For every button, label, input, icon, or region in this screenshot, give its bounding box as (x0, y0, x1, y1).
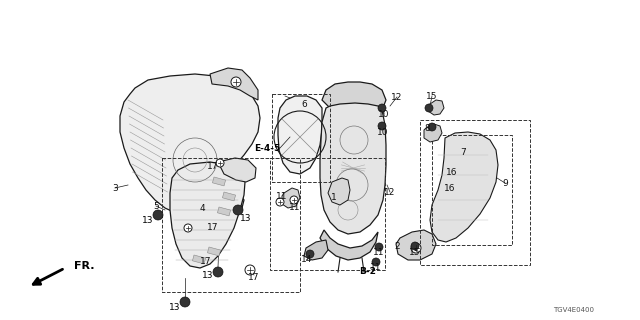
Bar (420, 120, 530, 265)
Text: 13: 13 (240, 213, 252, 222)
Text: 11: 11 (371, 263, 381, 273)
Polygon shape (218, 158, 256, 182)
Bar (207, 247, 221, 256)
Circle shape (184, 224, 192, 232)
Polygon shape (430, 132, 498, 242)
Circle shape (233, 205, 243, 215)
Text: 14: 14 (301, 255, 313, 265)
Text: FR.: FR. (74, 261, 95, 271)
Circle shape (180, 297, 190, 307)
Circle shape (378, 122, 386, 130)
Bar (218, 207, 230, 216)
Bar (193, 255, 205, 264)
Bar (212, 177, 225, 186)
Polygon shape (424, 124, 442, 142)
Bar (432, 135, 512, 245)
Circle shape (428, 123, 436, 131)
Circle shape (153, 210, 163, 220)
Text: 12: 12 (391, 92, 403, 101)
Text: 7: 7 (460, 148, 466, 156)
Text: 12: 12 (384, 188, 396, 196)
Circle shape (425, 104, 433, 112)
Circle shape (378, 104, 386, 112)
Text: 2: 2 (394, 242, 400, 251)
Text: 17: 17 (248, 273, 260, 282)
Polygon shape (428, 100, 444, 115)
Text: 5: 5 (153, 202, 159, 211)
Bar (272, 94, 330, 182)
Text: 17: 17 (200, 258, 212, 267)
Text: E-4-5: E-4-5 (254, 143, 280, 153)
Polygon shape (278, 96, 322, 174)
Circle shape (411, 243, 421, 253)
Circle shape (411, 242, 419, 250)
Polygon shape (328, 178, 350, 205)
Text: 6: 6 (301, 100, 307, 108)
Bar (162, 158, 300, 292)
Circle shape (306, 250, 314, 258)
Polygon shape (322, 82, 386, 116)
Text: TGV4E0400: TGV4E0400 (554, 307, 595, 313)
Circle shape (372, 258, 380, 266)
Polygon shape (396, 230, 436, 260)
Circle shape (276, 198, 284, 206)
Circle shape (375, 243, 383, 251)
Text: 17: 17 (207, 222, 219, 231)
Polygon shape (120, 74, 260, 220)
Circle shape (245, 265, 255, 275)
Text: 11: 11 (373, 247, 385, 257)
Text: 13: 13 (169, 303, 180, 313)
Polygon shape (304, 240, 328, 260)
Text: 8: 8 (424, 124, 430, 132)
Polygon shape (320, 103, 386, 234)
Polygon shape (320, 230, 378, 260)
Polygon shape (170, 162, 245, 268)
Text: 3: 3 (112, 183, 118, 193)
Bar (270, 158, 385, 270)
Circle shape (216, 159, 224, 167)
Text: 13: 13 (202, 270, 214, 279)
Circle shape (231, 77, 241, 87)
Text: 16: 16 (444, 183, 456, 193)
Text: 15: 15 (409, 247, 420, 257)
Text: 13: 13 (142, 215, 154, 225)
Text: 11: 11 (289, 203, 301, 212)
Bar (223, 192, 236, 201)
Text: 16: 16 (446, 167, 458, 177)
Text: 10: 10 (378, 109, 390, 118)
Text: B-2: B-2 (360, 268, 376, 276)
Text: 4: 4 (199, 204, 205, 212)
Circle shape (213, 267, 223, 277)
Text: 1: 1 (331, 193, 337, 202)
Text: 9: 9 (502, 179, 508, 188)
Text: 15: 15 (426, 92, 438, 100)
Text: 10: 10 (377, 127, 388, 137)
Polygon shape (282, 188, 300, 208)
Text: 17: 17 (207, 162, 219, 171)
Text: 11: 11 (276, 191, 288, 201)
Polygon shape (210, 68, 258, 100)
Circle shape (290, 196, 298, 204)
